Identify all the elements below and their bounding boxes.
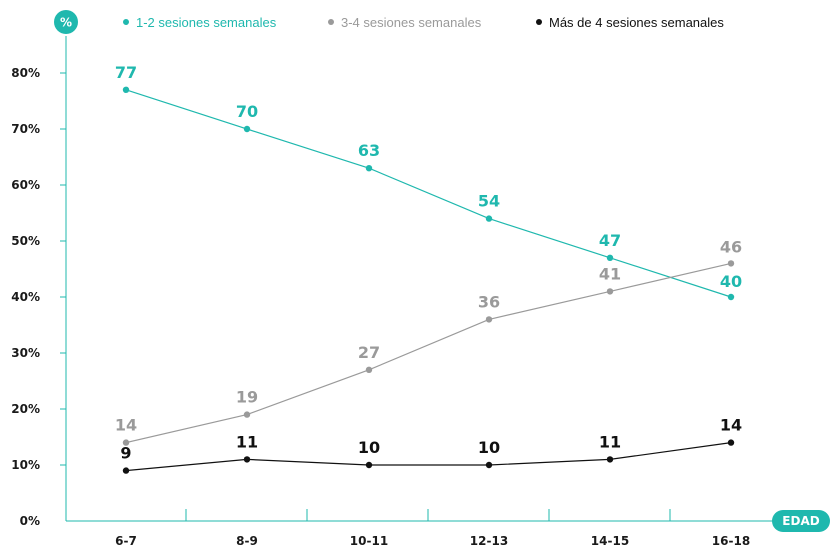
data-point <box>243 125 251 133</box>
data-point <box>485 461 493 469</box>
y-tick-label: 10% <box>11 458 40 472</box>
data-label: 36 <box>478 292 500 311</box>
x-tick-label: 10-11 <box>350 534 388 548</box>
y-axis-unit-label: % <box>60 16 72 30</box>
data-label: 47 <box>599 231 621 250</box>
legend-label-mas-de-4-sesiones: Más de 4 sesiones semanales <box>549 15 724 30</box>
data-point <box>122 467 130 474</box>
data-point <box>606 456 614 463</box>
data-point <box>243 411 251 418</box>
legend-label-3-4-sesiones: 3-4 sesiones semanales <box>341 15 482 30</box>
x-axis-title-badge: EDAD <box>772 510 830 532</box>
series-layer: 77 70 63 54 47 40 14 19 27 36 41 46 9 11 10 10 11 14 <box>115 63 742 474</box>
data-point <box>727 293 735 301</box>
data-label: 14 <box>720 416 742 435</box>
series-2: 14 19 27 36 41 46 <box>115 237 742 446</box>
x-tick-label: 6-7 <box>115 534 137 548</box>
data-label: 14 <box>115 416 137 435</box>
y-tick-label: 0% <box>20 514 40 528</box>
series-line <box>125 262 732 444</box>
series-line <box>125 442 732 472</box>
data-point <box>727 439 735 446</box>
data-point <box>485 316 493 323</box>
series-3: 9 11 10 10 11 14 <box>120 416 742 474</box>
series-1: 77 70 63 54 47 40 <box>115 63 742 301</box>
data-point <box>365 366 373 373</box>
y-tick-label: 60% <box>11 178 40 192</box>
y-axis-ticks: 0% 10% 20% 30% 40% 50% 60% 70% 80% <box>11 66 66 528</box>
data-label: 54 <box>478 192 500 211</box>
x-tick-label: 12-13 <box>470 534 508 548</box>
data-label: 27 <box>358 343 380 362</box>
y-tick-label: 70% <box>11 122 40 136</box>
data-label: 11 <box>599 432 621 451</box>
data-point <box>122 439 130 446</box>
x-axis-ticks: 6-7 8-9 10-11 12-13 14-15 16-18 <box>115 509 750 548</box>
y-tick-label: 40% <box>11 290 40 304</box>
x-axis-title: EDAD <box>782 514 819 528</box>
x-tick-label: 14-15 <box>591 534 629 548</box>
y-tick-label: 80% <box>11 66 40 80</box>
data-label: 19 <box>236 388 258 407</box>
data-point <box>365 165 373 172</box>
y-tick-label: 50% <box>11 234 40 248</box>
x-tick-label: 8-9 <box>236 534 258 548</box>
y-tick-label: 20% <box>11 402 40 416</box>
legend: 1-2 sesiones semanales 3-4 sesiones sema… <box>123 15 724 30</box>
data-label: 10 <box>358 438 380 457</box>
x-tick-label: 16-18 <box>712 534 750 548</box>
legend-item-mas-de-4-sesiones: Más de 4 sesiones semanales <box>536 15 724 30</box>
data-point <box>485 215 493 222</box>
legend-item-1-2-sesiones: 1-2 sesiones semanales <box>123 15 277 30</box>
data-label: 11 <box>236 432 258 451</box>
legend-label-1-2-sesiones: 1-2 sesiones semanales <box>136 15 277 30</box>
legend-item-3-4-sesiones: 3-4 sesiones semanales <box>328 15 482 30</box>
y-tick-label: 30% <box>11 346 40 360</box>
data-label: 10 <box>478 438 500 457</box>
data-point <box>606 288 614 295</box>
data-point <box>365 461 373 469</box>
data-point <box>122 86 130 94</box>
data-label: 9 <box>120 444 131 463</box>
data-point <box>606 254 614 261</box>
y-axis-unit-badge: % <box>54 10 78 34</box>
data-point <box>727 260 735 267</box>
data-label: 41 <box>599 264 621 283</box>
data-label: 70 <box>236 102 258 121</box>
series-line <box>125 89 732 298</box>
data-label: 63 <box>358 141 380 160</box>
data-label: 46 <box>720 237 742 256</box>
data-label: 40 <box>720 272 742 291</box>
data-point <box>243 456 251 463</box>
data-label: 77 <box>115 63 137 82</box>
